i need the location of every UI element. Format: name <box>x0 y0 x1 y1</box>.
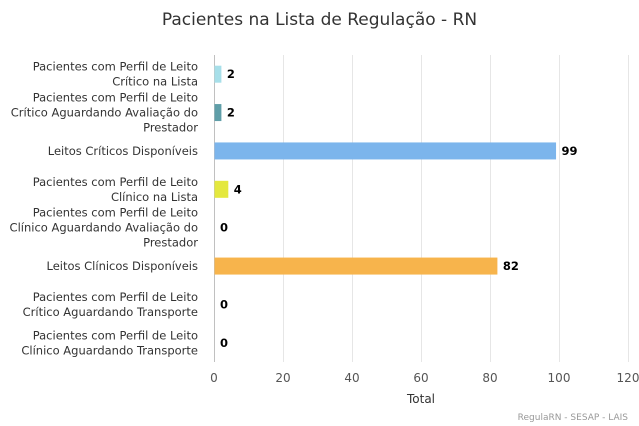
bar[interactable] <box>214 180 229 198</box>
x-tick-label: 100 <box>548 371 571 385</box>
gridlines <box>214 55 629 362</box>
category-label: Pacientes com Perfil de Leito Crítico na … <box>33 60 198 89</box>
x-axis-title: Total <box>406 392 435 406</box>
chart-credit: RegulaRN - SESAP - LAIS <box>518 413 629 423</box>
category-label: Pacientes com Perfil de Leito Crítico Agu… <box>23 290 198 319</box>
x-tick-label: 20 <box>275 371 290 385</box>
category-label: Pacientes com Perfil de Leito Crítico Agu… <box>11 91 198 135</box>
category-labels: Pacientes com Perfil de Leito Crítico na … <box>10 60 199 358</box>
data-label: 99 <box>562 144 578 158</box>
data-label: 2 <box>227 67 235 81</box>
x-tick-label: 60 <box>413 371 428 385</box>
category-label: Pacientes com Perfil de Leito Clínico na … <box>33 175 198 204</box>
x-tick-label: 0 <box>210 371 218 385</box>
bar[interactable] <box>214 142 557 160</box>
data-label: 2 <box>227 106 235 120</box>
bar[interactable] <box>214 104 222 122</box>
category-label: Leitos Clínicos Disponíveis <box>46 259 198 273</box>
data-label: 0 <box>220 221 228 235</box>
category-label: Leitos Críticos Disponíveis <box>48 144 198 158</box>
category-label: Pacientes com Perfil de Leito Clínico Agu… <box>10 206 199 250</box>
x-tick-label: 120 <box>617 371 639 385</box>
x-tick-label: 40 <box>344 371 359 385</box>
x-tick-labels: 0 20 40 60 80 100 120 <box>210 371 639 385</box>
bar[interactable] <box>214 257 498 275</box>
data-label: 0 <box>220 336 228 350</box>
x-tick-label: 80 <box>482 371 497 385</box>
chart-title: Pacientes na Lista de Regulação - RN <box>162 10 477 30</box>
category-label: Pacientes com Perfil de Leito Clínico Agu… <box>21 328 198 357</box>
data-label: 82 <box>503 259 519 273</box>
data-label: 4 <box>234 182 242 196</box>
bar[interactable] <box>214 65 222 83</box>
data-label: 0 <box>220 297 228 311</box>
data-labels: 2 2 99 4 0 82 0 0 <box>220 67 578 350</box>
bars <box>214 65 557 275</box>
